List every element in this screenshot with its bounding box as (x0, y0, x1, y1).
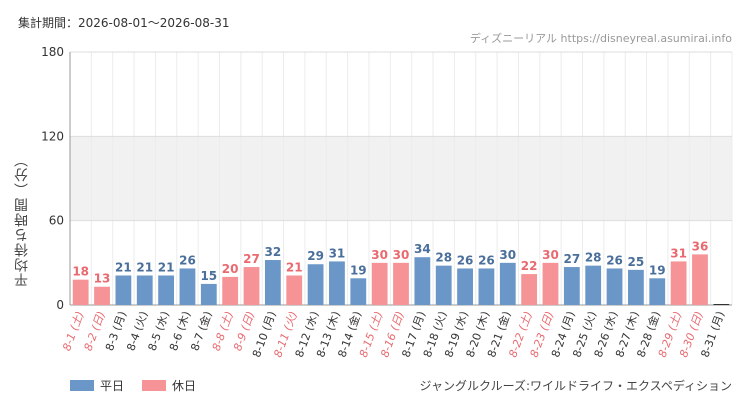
legend-label-weekday: 平日 (100, 379, 125, 393)
legend-item-weekday: 平日 (70, 377, 124, 394)
period-label: 集計期間：2026-08-01～2026-08-31 (18, 16, 230, 30)
bar-value-label: 22 (521, 259, 538, 273)
bar-value-label: 26 (179, 253, 196, 267)
bar-value-label: 30 (393, 248, 410, 262)
bar-value-label: 19 (649, 263, 666, 277)
bar-value-label: 31 (670, 246, 687, 260)
bar (478, 268, 495, 305)
bar (414, 257, 431, 305)
bar-value-label: 32 (265, 245, 282, 259)
bar-value-label: 13 (94, 272, 111, 286)
legend: 平日 休日 (70, 377, 196, 394)
bar (350, 278, 367, 305)
bar (329, 261, 345, 305)
bar-value-label: 30 (542, 248, 559, 262)
bar (670, 261, 687, 305)
bar (200, 283, 217, 305)
bar (115, 275, 132, 305)
bar (457, 268, 473, 305)
bar-value-label: 19 (350, 263, 367, 277)
legend-label-holiday: 休日 (172, 379, 197, 393)
y-tick-label: 120 (41, 129, 64, 143)
bar (563, 267, 580, 305)
bar-value-label: 26 (606, 253, 623, 267)
bar-value-label: 30 (499, 248, 516, 262)
bar-value-label: 21 (136, 260, 153, 274)
bar-value-label: 27 (563, 252, 580, 266)
bar (158, 275, 174, 305)
bar-value-label: 20 (222, 262, 239, 276)
bar-value-label: 30 (371, 248, 388, 262)
bar (72, 279, 89, 305)
bar-value-label: 21 (158, 260, 175, 274)
bar (521, 274, 538, 305)
bar (542, 262, 559, 305)
bar (393, 262, 409, 305)
y-tick-label: 0 (56, 298, 64, 312)
bar (286, 275, 303, 305)
bar-value-label: 21 (286, 260, 303, 274)
bar (692, 254, 708, 305)
y-tick-label: 180 (41, 45, 64, 59)
bar-value-label: 25 (628, 255, 645, 269)
bar (179, 268, 196, 305)
bar (264, 260, 281, 305)
bar-value-label: 36 (692, 239, 709, 253)
bar-value-label: 26 (478, 253, 495, 267)
bar-value-label: 15 (200, 269, 217, 283)
bar-value-label: 27 (243, 252, 260, 266)
bar (499, 262, 516, 305)
legend-swatch-weekday (70, 380, 94, 391)
bar-value-label: 21 (115, 260, 132, 274)
attraction-name: ジャングルクルーズ:ワイルドライフ・エクスペディション (419, 379, 732, 393)
bar (243, 267, 260, 305)
bar-value-label: 18 (72, 265, 89, 279)
bar (222, 276, 239, 305)
bar-value-label: 28 (585, 251, 602, 265)
legend-swatch-holiday (142, 380, 167, 391)
bar-value-label: 28 (435, 251, 452, 265)
bar (606, 268, 623, 305)
bar (136, 275, 153, 305)
bar (371, 262, 388, 305)
bar (307, 264, 324, 305)
bar-value-label: 31 (329, 246, 346, 260)
legend-item-holiday: 休日 (142, 377, 196, 394)
source-credit: ディズニーリアル https://disneyreal.asumirai.inf… (469, 32, 732, 45)
bar (585, 265, 602, 305)
y-tick-label: 60 (49, 214, 64, 228)
bar-value-label: 29 (307, 249, 324, 263)
bar (435, 265, 452, 305)
bar (94, 286, 110, 305)
shaded-band (70, 136, 732, 221)
bar-value-label: 26 (457, 253, 474, 267)
bar (649, 278, 666, 305)
bar-value-label: 34 (414, 242, 431, 256)
bar (628, 269, 644, 305)
